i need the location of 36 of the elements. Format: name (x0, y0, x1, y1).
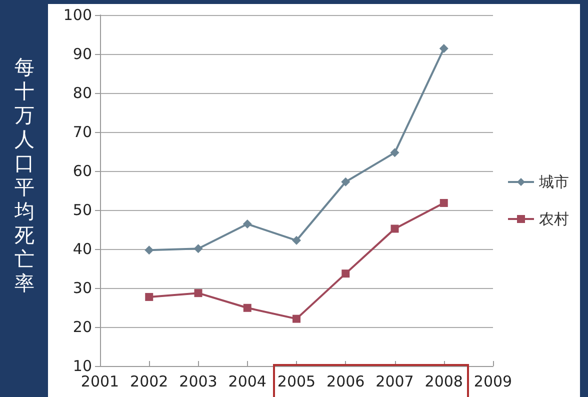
x-tick-label: 2005 (277, 372, 316, 390)
y-tick-label: 100 (63, 6, 92, 24)
point (292, 236, 301, 245)
legend-label: 农村 (539, 210, 569, 228)
legend-label: 城市 (538, 173, 569, 191)
point (341, 177, 350, 186)
y-tick-label: 90 (72, 45, 92, 63)
y-tick-label: 30 (72, 279, 92, 297)
x-tick-label: 2008 (424, 372, 463, 390)
y-tick-label: 20 (72, 318, 92, 336)
point (194, 289, 202, 298)
y-tick-label: 10 (72, 357, 92, 375)
x-tick-label: 2001 (80, 372, 120, 390)
point (390, 224, 399, 233)
y-tick-label: 70 (72, 123, 92, 141)
point (390, 148, 400, 158)
y-tick-label: 50 (72, 201, 92, 219)
x-tick-label: 2007 (376, 372, 414, 390)
y-tick-label: 80 (72, 84, 92, 102)
point (342, 270, 350, 278)
point (440, 198, 448, 207)
text: 每十万人口平均死亡率 (14, 55, 34, 295)
x-tick-label: 2004 (228, 372, 266, 390)
x-tick-label: 2006 (326, 372, 365, 390)
x-tick-label: 2009 (474, 372, 512, 390)
point (242, 220, 252, 229)
point (145, 292, 154, 301)
point (243, 304, 252, 312)
point (194, 244, 203, 254)
point (439, 44, 448, 54)
y-tick-label: 40 (72, 240, 92, 258)
point (144, 246, 154, 255)
point (292, 314, 300, 323)
x-tick-label: 2003 (179, 372, 218, 390)
x-tick-label: 2002 (130, 372, 168, 390)
y-tick-label: 60 (72, 162, 92, 180)
